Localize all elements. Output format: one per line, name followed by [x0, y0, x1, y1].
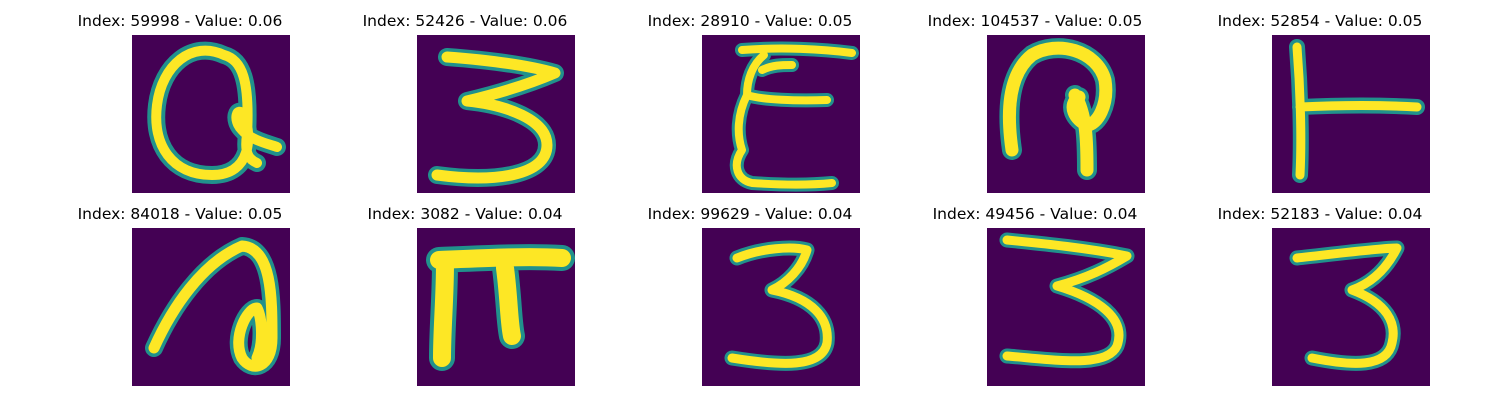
- handwritten-glyph-image: [1272, 35, 1430, 193]
- handwritten-glyph-image: [702, 35, 860, 193]
- glyph-loop: [145, 237, 281, 376]
- panel-99629: Index: 99629 - Value: 0.04: [600, 204, 900, 394]
- panel-title: Index: 84018 - Value: 0.05: [77, 205, 283, 223]
- glyph-3: [724, 240, 835, 371]
- panel-3082: Index: 3082 - Value: 0.04: [315, 204, 615, 394]
- panel-28910: Index: 28910 - Value: 0.05: [600, 11, 900, 201]
- handwritten-glyph-image: [132, 228, 290, 386]
- handwritten-glyph-image: [987, 228, 1145, 386]
- panel-104537: Index: 104537 - Value: 0.05: [885, 11, 1185, 201]
- panel-title: Index: 3082 - Value: 0.04: [367, 205, 563, 223]
- panel-title: Index: 104537 - Value: 0.05: [927, 12, 1143, 30]
- glyph-3: [1289, 240, 1405, 371]
- glyph-a: [147, 41, 286, 184]
- glyph-e: [729, 41, 859, 192]
- glyph-hook: [999, 38, 1116, 180]
- handwritten-glyph-image: [1272, 228, 1430, 386]
- handwritten-glyph-image: [417, 228, 575, 386]
- handwritten-glyph-image: [987, 35, 1145, 193]
- panel-title: Index: 52183 - Value: 0.04: [1217, 205, 1423, 223]
- panel-title: Index: 52426 - Value: 0.06: [362, 12, 568, 30]
- panel-title: Index: 52854 - Value: 0.05: [1217, 12, 1423, 30]
- panel-52183: Index: 52183 - Value: 0.04: [1170, 204, 1470, 394]
- panel-59998: Index: 59998 - Value: 0.06: [30, 11, 330, 201]
- panel-52854: Index: 52854 - Value: 0.05: [1170, 11, 1470, 201]
- glyph-t: [1289, 39, 1425, 183]
- panel-title: Index: 99629 - Value: 0.04: [647, 205, 853, 223]
- panel-title: Index: 59998 - Value: 0.06: [77, 12, 283, 30]
- panel-49456: Index: 49456 - Value: 0.04: [885, 204, 1185, 394]
- panel-title: Index: 28910 - Value: 0.05: [647, 12, 853, 30]
- panel-84018: Index: 84018 - Value: 0.05: [30, 204, 330, 394]
- glyph-3: [428, 48, 564, 187]
- panel-title: Index: 49456 - Value: 0.04: [932, 205, 1138, 223]
- panel-52426: Index: 52426 - Value: 0.06: [315, 11, 615, 201]
- handwritten-glyph-image: [417, 35, 575, 193]
- handwritten-glyph-image: [132, 35, 290, 193]
- glyph-pi: [426, 244, 575, 371]
- handwritten-glyph-image: [702, 228, 860, 386]
- glyph-3: [999, 232, 1135, 369]
